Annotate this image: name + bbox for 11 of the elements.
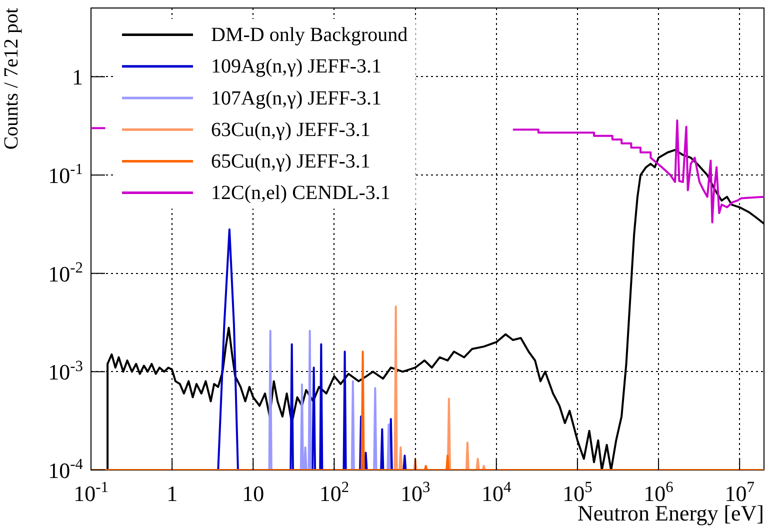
legend-label: 109Ag(n,γ) JEFF-3.1 — [211, 56, 382, 78]
x-tick-label: 10 — [242, 481, 264, 506]
y-tick-label: 1 — [72, 64, 83, 90]
x-axis-title: Neutron Energy [eV] — [577, 500, 764, 526]
legend-label: 63Cu(n,γ) JEFF-3.1 — [211, 118, 370, 141]
x-tick-label: 1 — [166, 481, 178, 506]
legend-label: 65Cu(n,γ) JEFF-3.1 — [211, 150, 370, 172]
legend-label: 107Ag(n,γ) JEFF-3.1 — [211, 87, 382, 110]
legend-label: 12C(n,el) CENDL-3.1 — [211, 182, 390, 204]
y-axis-title: Counts / 7e12 pot — [0, 8, 22, 150]
legend-label: DM-D only Background — [211, 24, 408, 46]
